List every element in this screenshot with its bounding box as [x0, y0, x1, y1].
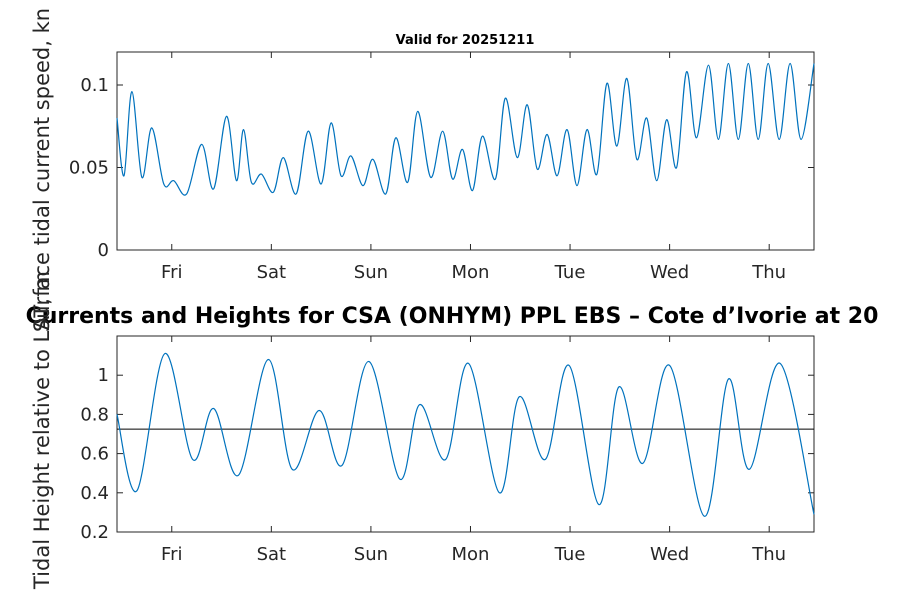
x-tick-label: Tue [554, 262, 586, 283]
x-tick-label: Mon [452, 544, 490, 565]
x-tick-label: Thu [751, 262, 786, 283]
y-tick-label: 0.4 [80, 483, 109, 504]
x-tick-label: Sun [354, 262, 388, 283]
bottom-chart-title: Currents and Heights for CSA (ONHYM) PPL… [26, 304, 879, 329]
y-tick-label: 1 [98, 365, 109, 386]
top-y-axis-label: Surface tidal current speed, kn [30, 8, 54, 332]
bottom-y-axis-label: Tidal Height relative to LAT, m [30, 271, 54, 590]
x-tick-label: Fri [161, 544, 182, 565]
x-tick-label: Wed [650, 262, 689, 283]
bottom-axes: Fri Sat Sun Mon Tue Wed Thu 0.2 0.4 0.6 0.8 1 [80, 336, 814, 565]
x-tick-label: Sun [354, 544, 388, 565]
y-tick-label: 0.05 [69, 158, 109, 179]
top-axes: Fri Sat Sun Mon Tue Wed Thu 0 0.05 0.1 [69, 52, 814, 283]
y-tick-label: 0 [98, 240, 109, 261]
x-tick-label: Wed [650, 544, 689, 565]
bottom-series-line [116, 352, 815, 517]
x-tick-label: Tue [554, 544, 586, 565]
x-tick-label: Mon [452, 262, 490, 283]
x-tick-label: Fri [161, 262, 182, 283]
top-chart-title: Valid for 20251211 [396, 33, 535, 48]
y-tick-label: 0.2 [80, 522, 109, 543]
top-plot-area [116, 51, 815, 251]
y-tick-label: 0.8 [80, 404, 109, 425]
top-series-line [116, 62, 815, 196]
y-tick-label: 0.1 [80, 75, 109, 96]
x-tick-label: Thu [751, 544, 786, 565]
x-tick-label: Sat [257, 544, 287, 565]
y-tick-label: 0.6 [80, 444, 109, 465]
x-tick-label: Sat [257, 262, 287, 283]
